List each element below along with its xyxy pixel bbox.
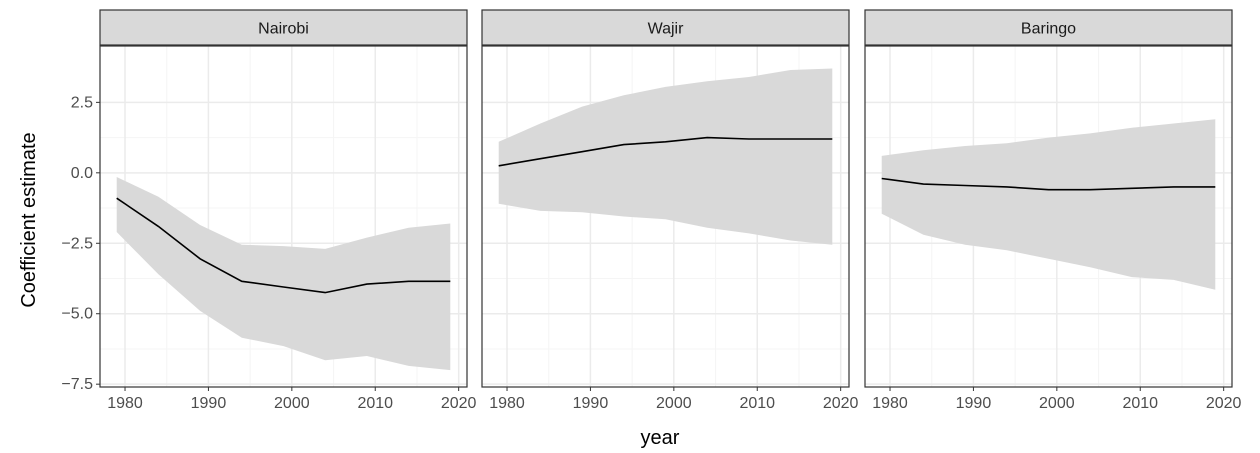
- confidence-ribbon: [116, 177, 451, 371]
- x-tick-label: 1990: [573, 395, 609, 412]
- panel-border: [481, 45, 850, 388]
- x-tick-label: 2020: [1206, 395, 1242, 412]
- y-tick-label: −2.5: [61, 235, 93, 252]
- panel-border: [864, 45, 1233, 388]
- y-axis: 2.5 0.0 −2.5 −5.0 −7.5: [61, 94, 100, 393]
- facet-label: Nairobi: [258, 21, 309, 38]
- estimate-line: [116, 197, 451, 294]
- facet-strip: [481, 9, 850, 46]
- x-tick-label: 2020: [823, 395, 859, 412]
- y-axis-title: Coefficient estimate: [18, 132, 40, 307]
- facet-label: Baringo: [1021, 21, 1076, 38]
- x-tick-label: 1980: [872, 395, 908, 412]
- chart-panels: Nairobi 1980 1990 2000 2010 2020 Wajir 1980 1990…: [99, 9, 1242, 412]
- x-tick-label: 2010: [1122, 395, 1158, 412]
- facet-strip: [864, 9, 1233, 46]
- y-tick-label: −7.5: [61, 376, 93, 393]
- x-axis-title: year: [641, 427, 680, 449]
- y-tick-label: −5.0: [61, 306, 93, 323]
- x-tick-label: 2000: [274, 395, 310, 412]
- panel-baringo: Baringo 1980 1990 2000 2010 2020: [864, 9, 1242, 412]
- x-tick-label: 2000: [656, 395, 692, 412]
- confidence-ribbon: [498, 68, 833, 245]
- panel-border: [99, 45, 468, 388]
- facet-label: Wajir: [648, 21, 685, 38]
- x-tick-label: 2000: [1039, 395, 1075, 412]
- x-tick-label: 1990: [191, 395, 227, 412]
- estimate-line: [881, 177, 1216, 191]
- x-tick-label: 2020: [441, 395, 477, 412]
- panel-wajir: Wajir 1980 1990 2000 2010 2020: [481, 9, 859, 412]
- x-tick-label: 2010: [357, 395, 393, 412]
- panel-nairobi: Nairobi 1980 1990 2000 2010 2020: [99, 9, 477, 412]
- y-tick-label: 2.5: [71, 94, 93, 111]
- x-tick-label: 1980: [107, 395, 143, 412]
- y-tick-label: 0.0: [71, 165, 93, 182]
- x-tick-label: 1980: [489, 395, 525, 412]
- estimate-line: [498, 136, 833, 167]
- x-tick-label: 2010: [739, 395, 775, 412]
- confidence-ribbon: [881, 119, 1216, 290]
- facet-strip: [99, 9, 468, 46]
- x-tick-label: 1990: [956, 395, 992, 412]
